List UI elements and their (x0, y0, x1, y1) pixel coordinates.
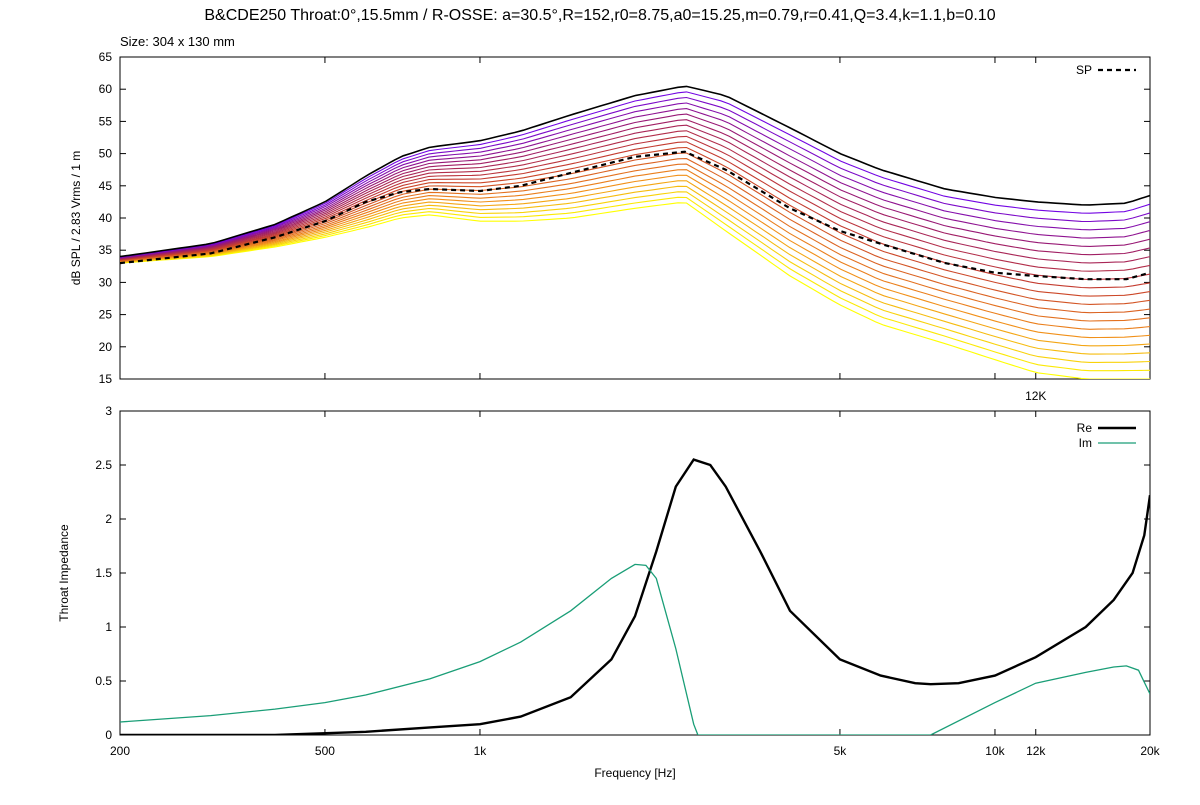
legend-label-im: Im (1079, 436, 1092, 450)
y-tick-label: 25 (99, 308, 113, 322)
polar-curve (120, 130, 1150, 272)
y-axis-label: dB SPL / 2.83 Vrms / 1 m (69, 151, 83, 286)
y-tick-label: 0.5 (95, 674, 112, 688)
polar-curve (120, 163, 1150, 322)
y-tick-label: 40 (99, 211, 113, 225)
y-tick-label: 1 (105, 620, 112, 634)
y-tick-label: 2.5 (95, 458, 112, 472)
polar-curve (120, 169, 1150, 330)
x-tick-label: 10k (985, 744, 1005, 758)
im-line (120, 563, 1150, 735)
series-im (120, 563, 1150, 735)
chart-title: B&CDE250 Throat:0°,15.5mm / R-OSSE: a=30… (204, 7, 995, 24)
legend-label-sp: SP (1076, 63, 1092, 77)
y-tick-label: 35 (99, 243, 113, 257)
polar-curve (120, 180, 1150, 347)
polar-curve (120, 96, 1150, 258)
polar-curve-family (120, 85, 1150, 379)
polar-curve (120, 108, 1150, 259)
polar-curve (120, 146, 1150, 297)
spl-plot-frame (119, 56, 1151, 380)
polar-curve (120, 196, 1150, 372)
legend-label-re: Re (1077, 421, 1093, 435)
polar-curve (120, 135, 1150, 281)
x-tick-label: 200 (110, 744, 130, 758)
y-tick-label: 55 (99, 114, 113, 128)
re-line (120, 458, 1150, 735)
polar-curve (120, 113, 1150, 259)
spl-legend: SP (1076, 63, 1136, 77)
y-tick-label: 2 (105, 512, 112, 526)
polar-curve (120, 141, 1150, 289)
x-tick-label: 500 (315, 744, 335, 758)
polar-curve (120, 85, 1150, 258)
y-tick-label: 20 (99, 340, 113, 354)
polar-curve (120, 119, 1150, 260)
y-tick-label: 1.5 (95, 566, 112, 580)
polar-curve (120, 102, 1150, 259)
y-tick-label: 45 (99, 179, 113, 193)
polar-curve (120, 191, 1150, 363)
x-tick-label: 12k (1026, 744, 1046, 758)
y-tick-label: 65 (99, 50, 113, 64)
spl-panel: 15 20 25 30 35 40 45 50 55 60 65 12K dB SPL / 2.83 V… (69, 50, 1151, 403)
polar-curve (120, 185, 1150, 355)
y-tick-label: 15 (99, 372, 113, 386)
polar-curve (120, 124, 1150, 264)
impedance-panel: 0 0.5 1 1.5 2 2.5 3 200 500 1k 5k 10k 12k 20k Throat I… (57, 404, 1161, 780)
x-tick-label: 5k (834, 744, 848, 758)
x-tick-label: 12K (1025, 389, 1046, 403)
polar-curve (120, 158, 1150, 314)
polar-curve (120, 202, 1150, 379)
y-tick-label: 30 (99, 275, 113, 289)
x-tick-label: 20k (1140, 744, 1160, 758)
y-axis-label: Throat Impedance (57, 524, 71, 622)
impedance-plot-frame (119, 410, 1151, 736)
x-tick-label: 1k (474, 744, 488, 758)
x-axis-label: Frequency [Hz] (594, 766, 675, 780)
series-re (120, 458, 1150, 735)
y-tick-label: 50 (99, 147, 113, 161)
y-tick-label: 3 (105, 404, 112, 418)
y-tick-label: 0 (105, 728, 112, 742)
size-label: Size: 304 x 130 mm (120, 34, 235, 49)
polar-curve (120, 91, 1150, 258)
y-tick-label: 60 (99, 82, 113, 96)
polar-curve (120, 174, 1150, 339)
